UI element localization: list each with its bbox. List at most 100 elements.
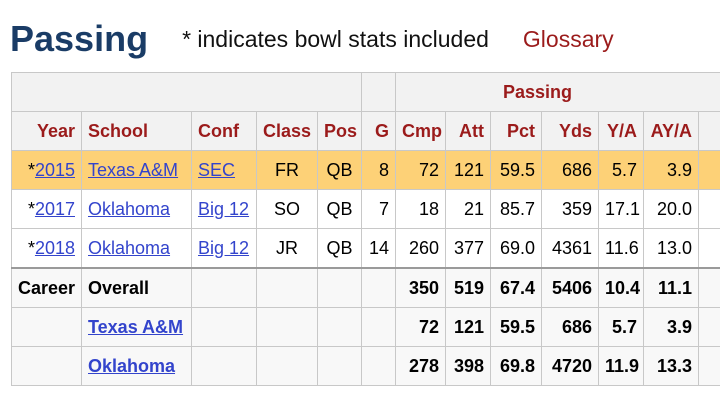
- aya-cell: 3.9: [643, 150, 700, 190]
- school-cell: Oklahoma: [81, 189, 192, 229]
- group-header-blank: [11, 72, 363, 112]
- school-link[interactable]: Oklahoma: [88, 237, 171, 258]
- page-title: Passing: [10, 18, 149, 59]
- col-header-yds[interactable]: Yds: [541, 111, 600, 151]
- col-header-g[interactable]: G: [361, 111, 397, 151]
- overflow-cell: [698, 228, 720, 269]
- class-cell: SO: [256, 189, 318, 229]
- att-cell: 121: [445, 307, 492, 347]
- col-header-school[interactable]: School: [81, 111, 192, 151]
- col-header-aya[interactable]: AY/A: [643, 111, 700, 151]
- career-overall-label: Overall: [81, 267, 192, 308]
- att-cell: 121: [445, 150, 492, 190]
- pct-cell: 67.4: [490, 267, 543, 308]
- aya-cell: 20.0: [643, 189, 700, 229]
- pos-cell: QB: [316, 189, 363, 229]
- cmp-cell: 260: [395, 228, 447, 269]
- att-cell: 398: [445, 346, 492, 386]
- ya-cell: 11.9: [598, 346, 645, 386]
- g-cell: 7: [361, 189, 397, 229]
- class-cell: FR: [256, 150, 318, 190]
- aya-cell: 11.1: [643, 267, 700, 308]
- cmp-cell: 18: [395, 189, 447, 229]
- school-link[interactable]: Oklahoma: [88, 198, 171, 219]
- col-header-year[interactable]: Year: [11, 111, 82, 151]
- pos-cell: QB: [316, 150, 363, 190]
- pct-cell: 59.5: [490, 307, 543, 347]
- yds-cell: 4720: [541, 346, 600, 386]
- passing-stats-table: Passing Year School Conf Class Pos G Cmp…: [11, 72, 720, 386]
- school-link[interactable]: Oklahoma: [88, 355, 176, 376]
- ya-cell: 11.6: [598, 228, 645, 269]
- yds-cell: 5406: [541, 267, 600, 308]
- col-header-class[interactable]: Class: [256, 111, 318, 151]
- col-header-pos[interactable]: Pos: [316, 111, 363, 151]
- year-link[interactable]: 2017: [34, 198, 75, 219]
- ya-cell: 5.7: [598, 307, 645, 347]
- aya-cell: 3.9: [643, 307, 700, 347]
- att-cell: 519: [445, 267, 492, 308]
- year-cell: *2017: [11, 189, 82, 229]
- conf-link[interactable]: SEC: [198, 159, 236, 180]
- cmp-cell: 350: [395, 267, 447, 308]
- passing-table-container[interactable]: Passing Year School Conf Class Pos G Cmp…: [11, 72, 720, 402]
- year-link[interactable]: 2018: [34, 237, 75, 258]
- col-header-att[interactable]: Att: [445, 111, 492, 151]
- school-link[interactable]: Texas A&M: [88, 159, 179, 180]
- aya-cell: 13.0: [643, 228, 700, 269]
- col-header-pct[interactable]: Pct: [490, 111, 543, 151]
- career-label: Career: [11, 267, 82, 308]
- bowl-stats-note: * indicates bowl stats included: [182, 25, 489, 52]
- col-header-cmp[interactable]: Cmp: [395, 111, 447, 151]
- year-link[interactable]: 2015: [34, 159, 75, 180]
- yds-cell: 359: [541, 189, 600, 229]
- yds-cell: 4361: [541, 228, 600, 269]
- conf-link[interactable]: Big 12: [198, 198, 250, 219]
- school-cell: Texas A&M: [81, 150, 192, 190]
- g-cell: 14: [361, 228, 397, 269]
- school-link[interactable]: Texas A&M: [88, 316, 184, 337]
- school-cell: Texas A&M: [81, 307, 192, 347]
- class-cell: JR: [256, 228, 318, 269]
- school-cell: Oklahoma: [81, 228, 192, 269]
- career-school-row: Oklahoma 278 398 69.8 4720 11.9 13.3: [11, 346, 720, 386]
- col-header-conf[interactable]: Conf: [191, 111, 257, 151]
- cmp-cell: 278: [395, 346, 447, 386]
- school-cell: Oklahoma: [81, 346, 192, 386]
- table-row: *2018 Oklahoma Big 12 JR QB 14 260 377 6…: [11, 228, 720, 269]
- pct-cell: 69.0: [490, 228, 543, 269]
- col-header-overflow[interactable]: T: [698, 111, 720, 151]
- att-cell: 377: [445, 228, 492, 269]
- group-header-passing: Passing: [395, 72, 720, 112]
- col-header-ya[interactable]: Y/A: [598, 111, 645, 151]
- career-row: Career Overall 350 519 67.4 5406 10.4 11…: [11, 267, 720, 308]
- group-header-row: Passing: [11, 72, 720, 112]
- aya-cell: 13.3: [643, 346, 700, 386]
- conf-link[interactable]: Big 12: [198, 237, 250, 258]
- g-cell: 8: [361, 150, 397, 190]
- cmp-cell: 72: [395, 150, 447, 190]
- yds-cell: 686: [541, 150, 600, 190]
- ya-cell: 5.7: [598, 150, 645, 190]
- conf-cell: SEC: [191, 150, 257, 190]
- cmp-cell: 72: [395, 307, 447, 347]
- pct-cell: 59.5: [490, 150, 543, 190]
- column-header-row: Year School Conf Class Pos G Cmp Att Pct…: [11, 111, 720, 151]
- ya-cell: 17.1: [598, 189, 645, 229]
- ya-cell: 10.4: [598, 267, 645, 308]
- overflow-cell: [698, 150, 720, 190]
- overflow-cell: [698, 189, 720, 229]
- att-cell: 21: [445, 189, 492, 229]
- yds-cell: 686: [541, 307, 600, 347]
- table-row: *2015 Texas A&M SEC FR QB 8 72 121 59.5 …: [11, 150, 720, 190]
- conf-cell: Big 12: [191, 228, 257, 269]
- pct-cell: 69.8: [490, 346, 543, 386]
- glossary-link[interactable]: Glossary: [522, 25, 614, 52]
- pct-cell: 85.7: [490, 189, 543, 229]
- pos-cell: QB: [316, 228, 363, 269]
- table-row: *2017 Oklahoma Big 12 SO QB 7 18 21 85.7…: [11, 189, 720, 229]
- year-cell: *2018: [11, 228, 82, 269]
- career-label: [11, 307, 82, 347]
- group-header-blank-g: [361, 72, 397, 112]
- conf-cell: Big 12: [191, 189, 257, 229]
